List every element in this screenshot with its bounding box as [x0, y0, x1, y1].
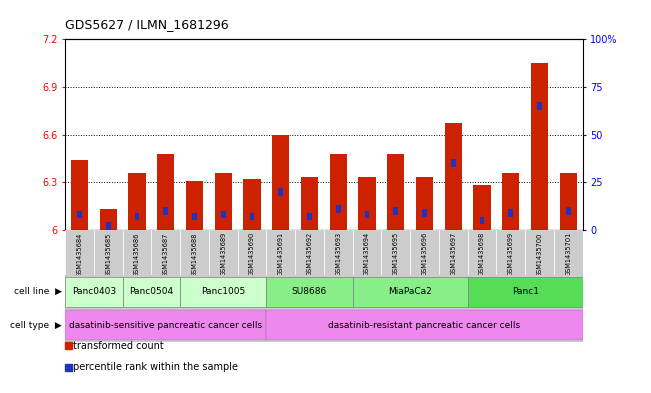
Text: cell line  ▶: cell line ▶ [14, 287, 62, 296]
Bar [365, 211, 369, 219]
Text: Panc1: Panc1 [512, 287, 538, 296]
Text: GDS5627 / ILMN_1681296: GDS5627 / ILMN_1681296 [65, 18, 229, 31]
Text: Panc0504: Panc0504 [130, 287, 173, 296]
Text: GSM1435692: GSM1435692 [307, 232, 312, 276]
Text: SU8686: SU8686 [292, 287, 327, 296]
Bar [307, 213, 312, 220]
Bar [279, 188, 283, 196]
Bar [215, 173, 232, 230]
Text: GSM1435693: GSM1435693 [335, 232, 341, 276]
Text: GSM1435697: GSM1435697 [450, 232, 456, 276]
Bar [393, 207, 398, 215]
Bar [106, 222, 111, 230]
Bar [163, 207, 168, 215]
FancyBboxPatch shape [554, 230, 583, 275]
Text: percentile rank within the sample: percentile rank within the sample [74, 362, 238, 373]
FancyBboxPatch shape [94, 230, 122, 275]
Bar [266, 277, 353, 307]
FancyBboxPatch shape [238, 230, 266, 275]
FancyBboxPatch shape [266, 230, 295, 275]
FancyBboxPatch shape [295, 230, 324, 275]
Bar [180, 277, 266, 307]
FancyBboxPatch shape [122, 230, 151, 275]
Bar [387, 154, 404, 230]
Bar [249, 213, 255, 220]
Text: transformed count: transformed count [74, 341, 164, 351]
FancyBboxPatch shape [410, 230, 439, 275]
Bar [71, 160, 88, 230]
Bar [243, 179, 260, 230]
Text: GSM1435690: GSM1435690 [249, 232, 255, 276]
Bar [135, 213, 139, 220]
Text: dasatinib-sensitive pancreatic cancer cells: dasatinib-sensitive pancreatic cancer ce… [69, 321, 262, 330]
Text: GSM1435687: GSM1435687 [163, 232, 169, 277]
Bar [336, 205, 340, 213]
FancyBboxPatch shape [467, 230, 496, 275]
Text: cell type  ▶: cell type ▶ [10, 321, 62, 330]
Text: Panc0403: Panc0403 [72, 287, 116, 296]
Bar [508, 209, 513, 217]
FancyBboxPatch shape [496, 230, 525, 275]
Text: GSM1435696: GSM1435696 [421, 232, 428, 276]
Text: GSM1435694: GSM1435694 [364, 232, 370, 276]
Text: GSM1435684: GSM1435684 [76, 232, 83, 277]
Bar [65, 310, 266, 340]
FancyBboxPatch shape [65, 230, 94, 275]
Text: GSM1435699: GSM1435699 [508, 232, 514, 276]
Text: GSM1435688: GSM1435688 [191, 232, 197, 277]
Bar [128, 173, 146, 230]
Bar [329, 154, 347, 230]
Bar [100, 209, 117, 230]
Bar [65, 277, 122, 307]
Text: GSM1435701: GSM1435701 [565, 232, 572, 276]
Bar [122, 277, 180, 307]
FancyBboxPatch shape [381, 230, 410, 275]
FancyBboxPatch shape [324, 230, 353, 275]
Bar [77, 211, 82, 219]
Bar [186, 181, 203, 230]
Bar [358, 178, 376, 230]
Bar [451, 160, 456, 167]
Bar [157, 154, 174, 230]
Bar [272, 135, 289, 230]
FancyBboxPatch shape [209, 230, 238, 275]
Bar [445, 123, 462, 230]
Text: dasatinib-resistant pancreatic cancer cells: dasatinib-resistant pancreatic cancer ce… [329, 321, 521, 330]
Text: MiaPaCa2: MiaPaCa2 [388, 287, 432, 296]
Text: Panc1005: Panc1005 [201, 287, 245, 296]
Bar [301, 178, 318, 230]
FancyBboxPatch shape [151, 230, 180, 275]
Text: GSM1435700: GSM1435700 [536, 232, 542, 277]
Bar [566, 207, 571, 215]
Bar [480, 217, 484, 224]
Bar [353, 277, 467, 307]
Text: GSM1435695: GSM1435695 [393, 232, 399, 276]
Bar [266, 310, 583, 340]
Bar [192, 213, 197, 220]
Bar [467, 277, 583, 307]
Text: GSM1435698: GSM1435698 [479, 232, 485, 276]
FancyBboxPatch shape [525, 230, 554, 275]
Bar [560, 173, 577, 230]
Bar [537, 102, 542, 110]
Bar [422, 209, 427, 217]
FancyBboxPatch shape [439, 230, 467, 275]
Bar [416, 178, 433, 230]
Text: GSM1435686: GSM1435686 [134, 232, 140, 277]
Text: GSM1435691: GSM1435691 [278, 232, 284, 276]
Bar [221, 211, 226, 219]
FancyBboxPatch shape [353, 230, 381, 275]
FancyBboxPatch shape [180, 230, 209, 275]
Bar [502, 173, 519, 230]
Bar [473, 185, 491, 230]
Text: GSM1435689: GSM1435689 [220, 232, 227, 276]
Text: GSM1435685: GSM1435685 [105, 232, 111, 277]
Bar [531, 63, 548, 230]
